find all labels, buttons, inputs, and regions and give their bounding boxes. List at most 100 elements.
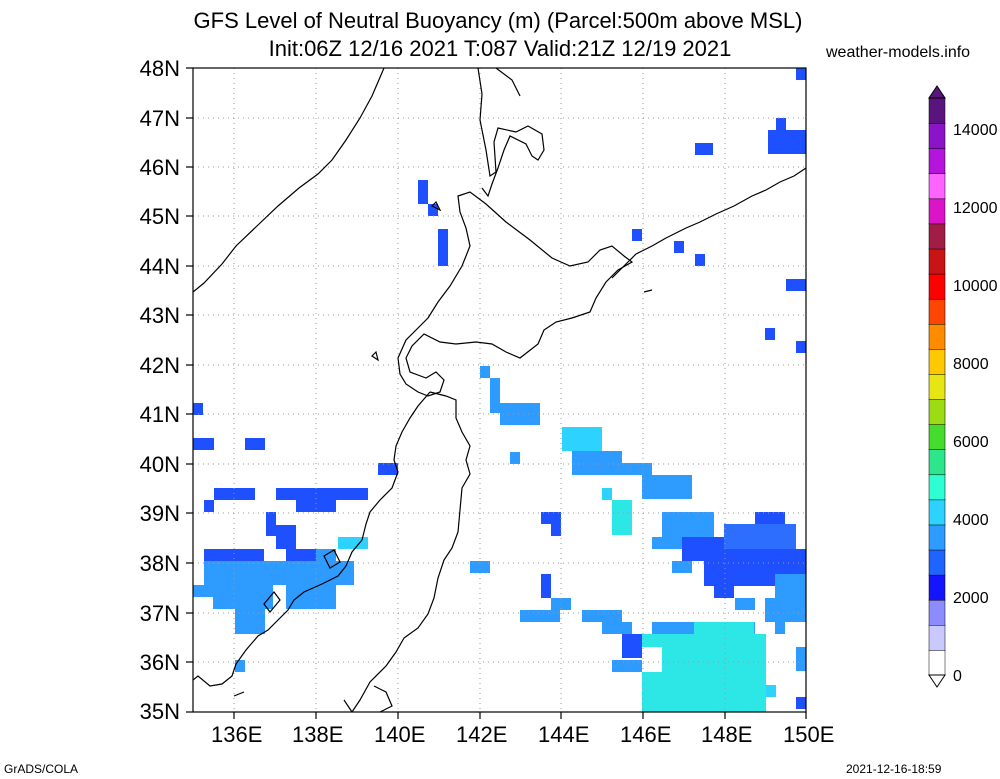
colorbar-label: 2000 bbox=[953, 590, 989, 607]
colorbar-swatch bbox=[928, 248, 946, 275]
shade-cell bbox=[470, 561, 490, 573]
map-frame bbox=[192, 67, 807, 713]
lat-label: 46N bbox=[139, 155, 180, 180]
shade-cell bbox=[541, 574, 551, 598]
shade-cell bbox=[775, 622, 785, 634]
colorbar-swatch bbox=[928, 649, 946, 676]
lat-label: 41N bbox=[139, 402, 180, 427]
shade-cell bbox=[510, 452, 520, 464]
shade-cell bbox=[245, 438, 265, 450]
honshu-coast bbox=[193, 391, 471, 712]
shade-cell bbox=[735, 598, 755, 610]
lat-label: 43N bbox=[139, 303, 180, 328]
colorbar-top-arrow bbox=[928, 85, 946, 99]
lat-label: 37N bbox=[139, 601, 180, 626]
shade-cell bbox=[724, 524, 796, 549]
shade-cell bbox=[286, 549, 316, 561]
lon-label: 138E bbox=[292, 722, 344, 747]
lat-label: 44N bbox=[139, 254, 180, 279]
hokkaido-coast bbox=[397, 191, 634, 397]
lat-label: 48N bbox=[139, 56, 180, 81]
lon-label: 140E bbox=[374, 722, 426, 747]
shade-cell bbox=[642, 647, 662, 672]
colorbar-swatch bbox=[928, 198, 946, 225]
shade-cell bbox=[500, 403, 540, 425]
colorbar-swatch bbox=[928, 524, 946, 551]
lat-label: 45N bbox=[139, 204, 180, 229]
colorbar-label: 6000 bbox=[953, 434, 989, 451]
shade-cell bbox=[766, 685, 776, 697]
colorbar-swatch bbox=[928, 549, 946, 576]
map-grid bbox=[193, 68, 806, 712]
shade-cell bbox=[632, 229, 642, 241]
colorbar-swatch bbox=[928, 348, 946, 375]
colorbar bbox=[928, 85, 946, 688]
colorbar-swatch bbox=[928, 323, 946, 350]
colorbar-swatch bbox=[928, 298, 946, 325]
asia-mainland-coast bbox=[193, 68, 385, 293]
shade-cell bbox=[765, 328, 775, 340]
lon-label: 146E bbox=[620, 722, 672, 747]
sado-island bbox=[323, 549, 341, 569]
colorbar-label: 0 bbox=[953, 668, 962, 685]
map-subtitle: Init:06Z 12/16 2021 T:087 Valid:21Z 12/1… bbox=[268, 36, 732, 61]
shade-cell bbox=[582, 610, 622, 622]
shade-cell bbox=[612, 500, 632, 535]
shade-cell bbox=[193, 438, 214, 450]
noto-peninsula bbox=[263, 591, 281, 613]
colorbar-label: 12000 bbox=[953, 200, 998, 217]
shade-cell bbox=[378, 463, 398, 475]
shade-cell bbox=[276, 525, 296, 549]
colorbar-swatch bbox=[928, 574, 946, 601]
lon-label: 150E bbox=[783, 722, 835, 747]
shade-cell bbox=[695, 254, 705, 266]
shade-cell bbox=[520, 610, 560, 622]
lat-label: 35N bbox=[139, 699, 180, 724]
sakhalin-coast bbox=[477, 68, 545, 198]
shade-cell bbox=[796, 68, 806, 80]
axis-ticks bbox=[186, 67, 807, 719]
izu-islands bbox=[343, 685, 393, 712]
shade-cell bbox=[235, 660, 245, 672]
small-islands bbox=[233, 200, 442, 697]
shade-cell bbox=[338, 537, 368, 549]
colorbar-swatch bbox=[928, 273, 946, 300]
shade-cell bbox=[642, 475, 692, 499]
shade-cell bbox=[438, 229, 448, 266]
shade-cell bbox=[264, 561, 354, 585]
shade-cell bbox=[276, 488, 368, 500]
coastlines bbox=[193, 68, 806, 712]
shade-cell bbox=[714, 586, 734, 598]
shade-cell bbox=[490, 378, 500, 413]
shade-cell bbox=[612, 660, 642, 672]
colorbar-label: 14000 bbox=[953, 122, 998, 139]
shade-cell bbox=[786, 279, 806, 291]
shade-cell bbox=[204, 549, 264, 561]
colorbar-swatch bbox=[928, 223, 946, 250]
shade-cell bbox=[768, 130, 806, 154]
shade-cell bbox=[541, 512, 561, 524]
shade-cell bbox=[602, 622, 632, 634]
shade-cell bbox=[776, 118, 786, 130]
shade-cell bbox=[551, 524, 561, 536]
shade-cell bbox=[796, 647, 806, 671]
colorbar-swatch bbox=[928, 474, 946, 501]
shade-cell bbox=[562, 427, 602, 451]
lon-label: 136E bbox=[211, 722, 263, 747]
shade-cell bbox=[775, 574, 806, 598]
shade-cell bbox=[674, 241, 684, 253]
shade-cell bbox=[695, 143, 713, 155]
colorbar-swatch bbox=[928, 373, 946, 400]
shade-cell bbox=[193, 403, 203, 415]
lon-label: 142E bbox=[456, 722, 508, 747]
lat-label: 40N bbox=[139, 452, 180, 477]
colorbar-swatch bbox=[928, 423, 946, 450]
footer-timestamp: 2021-12-16-18:59 bbox=[846, 762, 942, 776]
lat-label: 42N bbox=[139, 353, 180, 378]
colorbar-swatch bbox=[928, 599, 946, 626]
shade-cell bbox=[213, 585, 273, 609]
shade-cell bbox=[480, 366, 490, 378]
shade-cell bbox=[428, 204, 438, 216]
lat-label: 36N bbox=[139, 650, 180, 675]
lat-label: 38N bbox=[139, 551, 180, 576]
